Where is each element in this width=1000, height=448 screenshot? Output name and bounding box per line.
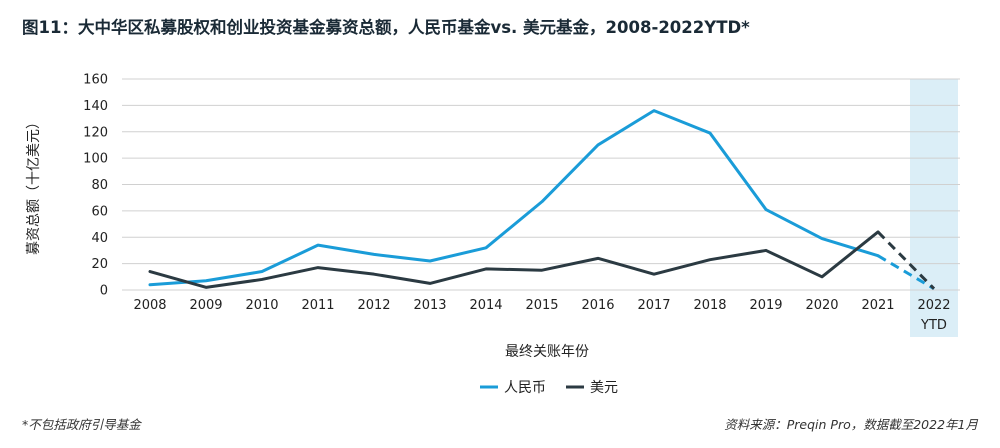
y-tick-label: 60 xyxy=(91,204,108,219)
y-tick-label: 160 xyxy=(83,73,108,88)
x-tick-label: 2010 xyxy=(245,298,278,313)
y-tick-labels: 0 20 40 60 80 100 120 140 160 xyxy=(83,73,108,299)
series-line-1-projection xyxy=(876,230,936,290)
y-tick-label: 120 xyxy=(83,125,108,140)
x-axis-label: 最终关账年份 xyxy=(505,344,589,360)
x-tick-label: 2008 xyxy=(133,298,166,313)
y-tick-label: 0 xyxy=(100,284,108,299)
x-tick-label: 2021 xyxy=(861,298,894,313)
series-lines xyxy=(148,109,936,290)
y-tick-label: 80 xyxy=(91,178,108,193)
x-tick-label: 2013 xyxy=(413,298,446,313)
series-line-1 xyxy=(148,230,880,289)
x-tick-labels: 2008 2009 2010 2011 2012 2013 2014 2015 2016 2017… xyxy=(133,298,950,333)
y-tick-label: 20 xyxy=(91,257,108,272)
x-tick-label: 2020 xyxy=(805,298,838,313)
x-tick-label: 2012 xyxy=(357,298,390,313)
footnote: *不包括政府引导基金 xyxy=(22,417,141,432)
y-axis-label: 募资总额（十亿美元） xyxy=(26,115,42,255)
legend: 人民币 美元 xyxy=(480,380,618,396)
x-tick-label: 2015 xyxy=(525,298,558,313)
highlight-band-layer xyxy=(910,79,958,337)
y-tick-label: 40 xyxy=(91,231,108,246)
x-tick-label: 2022 xyxy=(917,298,950,313)
legend-label: 美元 xyxy=(590,380,618,396)
x-tick-label: 2017 xyxy=(637,298,670,313)
x-tick-label: 2009 xyxy=(189,298,222,313)
legend-label: 人民币 xyxy=(504,380,546,396)
x-tick-label: 2018 xyxy=(693,298,726,313)
x-tick-label: 2011 xyxy=(301,298,334,313)
source-note: 资料来源：Preqin Pro，数据截至2022年1月 xyxy=(724,417,978,432)
series-line-0-projection xyxy=(877,254,935,290)
x-tick-label: 2019 xyxy=(749,298,782,313)
chart-title: 图11：大中华区私募股权和创业投资基金募资总额，人民币基金vs. 美元基金，20… xyxy=(22,18,750,37)
series-line-0 xyxy=(148,109,880,287)
y-tick-label: 140 xyxy=(83,99,108,114)
x-tick-label: YTD xyxy=(920,318,947,333)
x-tick-label: 2016 xyxy=(581,298,614,313)
gridlines xyxy=(122,78,960,291)
ytd-highlight-band xyxy=(910,79,958,337)
y-tick-label: 100 xyxy=(83,152,108,167)
x-tick-label: 2014 xyxy=(469,298,502,313)
